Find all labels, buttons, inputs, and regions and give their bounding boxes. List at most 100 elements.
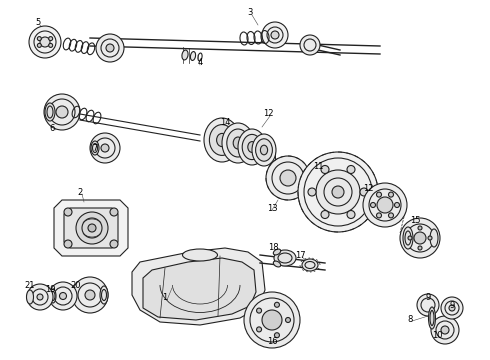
Ellipse shape xyxy=(252,134,276,166)
Text: 2: 2 xyxy=(77,188,83,197)
Ellipse shape xyxy=(227,129,249,157)
Ellipse shape xyxy=(273,249,281,255)
Circle shape xyxy=(363,183,407,227)
Text: 12: 12 xyxy=(263,108,273,117)
Circle shape xyxy=(376,192,382,197)
Circle shape xyxy=(394,202,399,207)
Text: 17: 17 xyxy=(294,251,305,260)
Circle shape xyxy=(49,37,52,41)
Ellipse shape xyxy=(182,50,188,60)
Ellipse shape xyxy=(430,229,438,247)
Circle shape xyxy=(72,277,108,313)
Ellipse shape xyxy=(45,103,55,121)
Circle shape xyxy=(37,294,43,300)
Ellipse shape xyxy=(233,137,243,149)
Circle shape xyxy=(321,166,329,174)
Polygon shape xyxy=(54,200,128,256)
Ellipse shape xyxy=(217,134,227,147)
Circle shape xyxy=(441,297,463,319)
Circle shape xyxy=(321,211,329,219)
Text: 18: 18 xyxy=(268,243,278,252)
Ellipse shape xyxy=(222,123,254,163)
Circle shape xyxy=(431,316,459,344)
Circle shape xyxy=(40,37,50,47)
Circle shape xyxy=(332,186,344,198)
Ellipse shape xyxy=(182,249,218,261)
Circle shape xyxy=(300,35,320,55)
Text: 9: 9 xyxy=(449,301,455,310)
Polygon shape xyxy=(64,208,118,248)
Text: 1: 1 xyxy=(162,293,168,302)
Text: 21: 21 xyxy=(25,280,35,289)
Circle shape xyxy=(389,213,393,218)
Circle shape xyxy=(110,208,118,216)
Circle shape xyxy=(280,170,296,186)
Circle shape xyxy=(90,133,120,163)
Text: 11: 11 xyxy=(313,162,323,171)
Circle shape xyxy=(106,44,114,52)
Text: 5: 5 xyxy=(35,18,41,27)
Ellipse shape xyxy=(238,129,266,165)
Ellipse shape xyxy=(248,141,256,152)
Circle shape xyxy=(271,31,279,39)
Polygon shape xyxy=(132,248,265,325)
Circle shape xyxy=(44,94,80,130)
Ellipse shape xyxy=(302,259,318,271)
Circle shape xyxy=(370,202,375,207)
Circle shape xyxy=(389,192,393,197)
Text: 20: 20 xyxy=(71,280,81,289)
Ellipse shape xyxy=(273,261,281,267)
Circle shape xyxy=(298,152,378,232)
Ellipse shape xyxy=(204,118,240,162)
Ellipse shape xyxy=(209,125,235,156)
Ellipse shape xyxy=(428,307,436,329)
Circle shape xyxy=(377,197,393,213)
Ellipse shape xyxy=(274,250,296,266)
Circle shape xyxy=(49,282,77,310)
Circle shape xyxy=(257,327,262,332)
Circle shape xyxy=(418,246,422,250)
Circle shape xyxy=(88,224,96,232)
Circle shape xyxy=(316,170,360,214)
Circle shape xyxy=(441,326,449,334)
Circle shape xyxy=(449,305,455,311)
Circle shape xyxy=(408,236,412,240)
Circle shape xyxy=(244,292,300,348)
Circle shape xyxy=(257,308,262,313)
Text: 9: 9 xyxy=(425,293,431,302)
Ellipse shape xyxy=(256,139,272,161)
Circle shape xyxy=(262,310,282,330)
Circle shape xyxy=(347,166,355,174)
Circle shape xyxy=(274,302,279,307)
Ellipse shape xyxy=(91,141,99,155)
Circle shape xyxy=(400,218,440,258)
Circle shape xyxy=(266,156,310,200)
Ellipse shape xyxy=(260,145,268,155)
Circle shape xyxy=(27,284,53,310)
Ellipse shape xyxy=(100,286,108,304)
Circle shape xyxy=(29,26,61,58)
Circle shape xyxy=(85,290,95,300)
Circle shape xyxy=(414,232,426,244)
Polygon shape xyxy=(143,258,256,320)
Text: 10: 10 xyxy=(432,330,442,339)
Text: 12: 12 xyxy=(363,184,373,193)
Circle shape xyxy=(308,188,316,196)
Text: 14: 14 xyxy=(220,117,230,126)
Ellipse shape xyxy=(191,51,196,60)
Circle shape xyxy=(101,144,109,152)
Circle shape xyxy=(428,236,432,240)
Circle shape xyxy=(56,106,68,118)
Ellipse shape xyxy=(242,134,262,159)
Circle shape xyxy=(274,333,279,338)
Circle shape xyxy=(262,22,288,48)
Circle shape xyxy=(417,294,439,316)
Circle shape xyxy=(59,292,67,300)
Text: 8: 8 xyxy=(407,315,413,324)
Ellipse shape xyxy=(50,289,56,303)
Circle shape xyxy=(418,226,422,230)
Ellipse shape xyxy=(403,227,413,249)
Text: 19: 19 xyxy=(45,285,55,294)
Ellipse shape xyxy=(26,290,33,304)
Text: 6: 6 xyxy=(49,123,55,132)
